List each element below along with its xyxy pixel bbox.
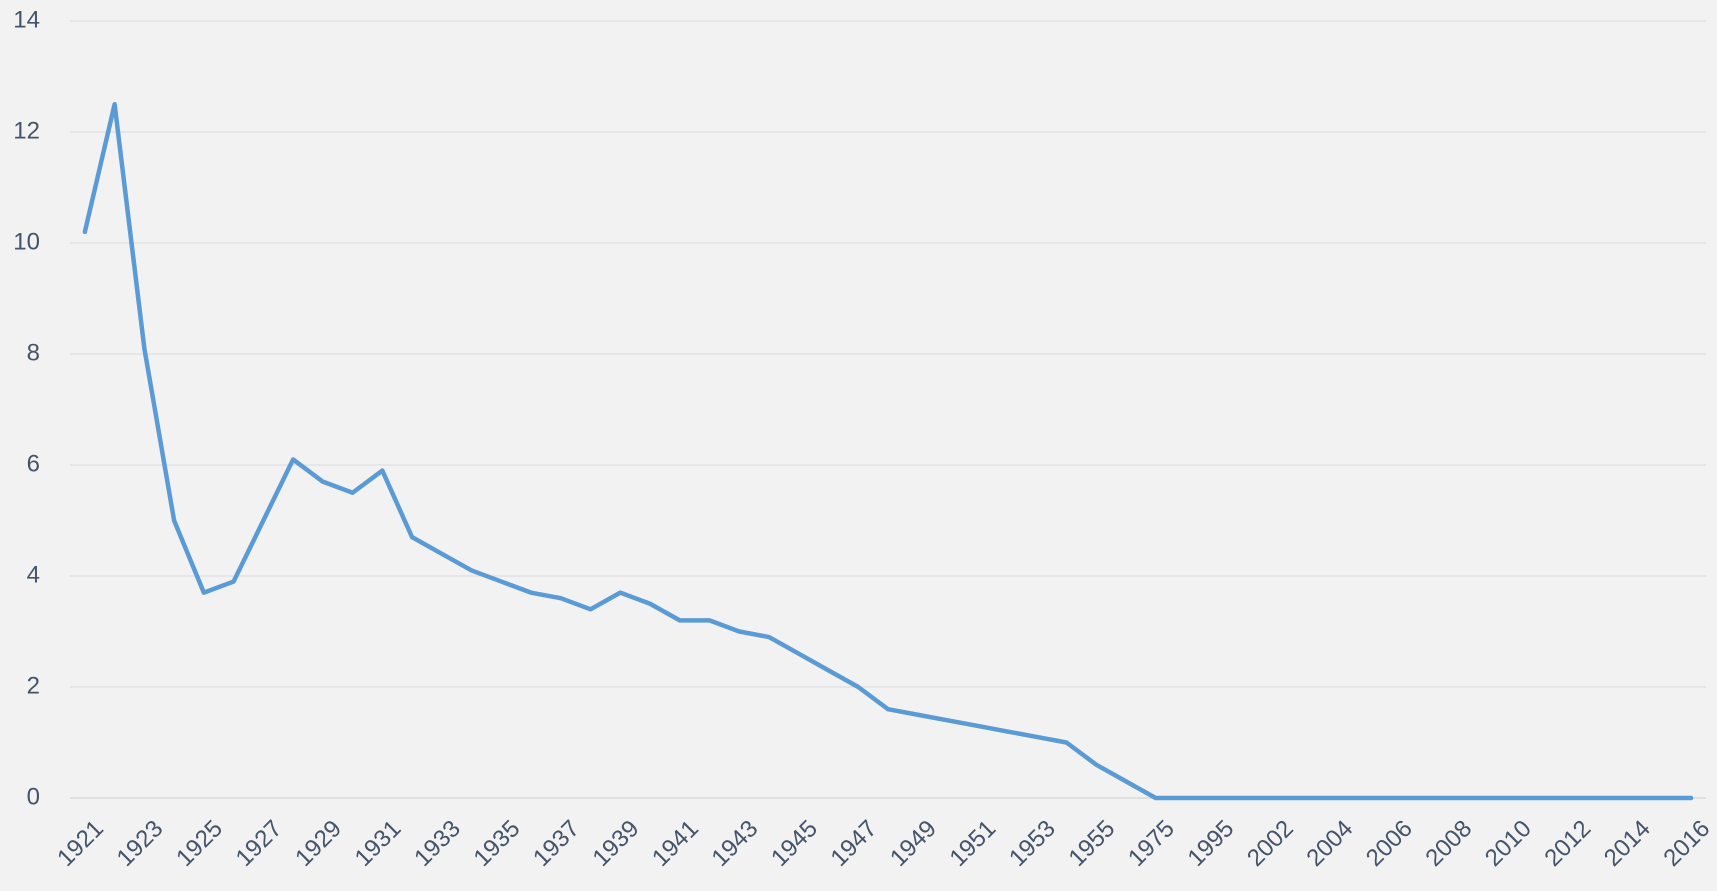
x-tick-label: 1931 xyxy=(350,815,407,872)
y-tick-label: 12 xyxy=(13,117,40,144)
x-tick-label: 1953 xyxy=(1004,815,1061,872)
x-tick-label: 2008 xyxy=(1420,815,1477,872)
data-line xyxy=(82,102,1694,801)
x-tick-label: 1995 xyxy=(1182,815,1239,872)
x-tick-label: 2004 xyxy=(1301,815,1358,872)
x-tick-label: 2010 xyxy=(1480,815,1537,872)
x-tick-label: 2006 xyxy=(1361,815,1418,872)
y-tick-label: 10 xyxy=(13,228,40,255)
x-tick-label: 1951 xyxy=(945,815,1002,872)
x-tick-label: 1945 xyxy=(766,815,823,872)
x-tick-label: 2002 xyxy=(1242,815,1299,872)
y-tick-label: 0 xyxy=(27,783,40,810)
x-tick-label: 1937 xyxy=(528,815,585,872)
x-tick-label: 1925 xyxy=(171,815,228,872)
x-tick-label: 1921 xyxy=(52,815,109,872)
y-tick-label: 6 xyxy=(27,450,40,477)
x-tick-label: 1947 xyxy=(826,815,883,872)
x-tick-label: 1935 xyxy=(469,815,526,872)
x-tick-label: 1927 xyxy=(231,815,288,872)
x-tick-label: 1923 xyxy=(112,815,169,872)
x-tick-label: 1943 xyxy=(707,815,764,872)
x-tick-label: 1975 xyxy=(1123,815,1180,872)
y-tick-label: 4 xyxy=(27,561,40,588)
y-tick-label: 8 xyxy=(27,339,40,366)
x-tick-label: 1941 xyxy=(647,815,704,872)
y-tick-label: 14 xyxy=(13,6,40,33)
y-tick-label: 2 xyxy=(27,672,40,699)
x-tick-label: 1939 xyxy=(588,815,645,872)
x-tick-label: 1933 xyxy=(409,815,466,872)
x-tick-label: 2012 xyxy=(1539,815,1596,872)
x-tick-label: 2014 xyxy=(1599,815,1656,872)
x-tick-label: 1955 xyxy=(1063,815,1120,872)
x-tick-label: 1929 xyxy=(290,815,347,872)
x-tick-label: 2016 xyxy=(1658,815,1715,872)
x-tick-label: 1949 xyxy=(885,815,942,872)
